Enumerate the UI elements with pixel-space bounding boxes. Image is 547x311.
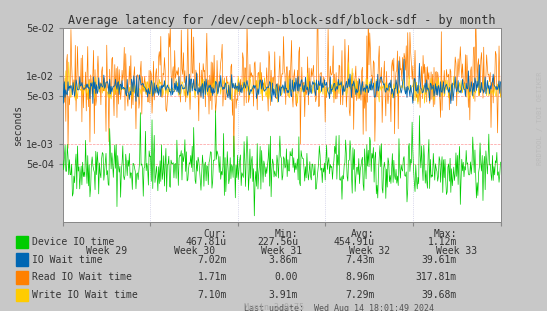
Text: 3.86m: 3.86m: [269, 255, 298, 265]
Bar: [16, 271, 28, 284]
Text: 7.29m: 7.29m: [345, 290, 375, 300]
Y-axis label: seconds: seconds: [13, 104, 23, 146]
Text: Max:: Max:: [433, 229, 457, 239]
Bar: [16, 289, 28, 301]
Text: 317.81m: 317.81m: [416, 272, 457, 282]
Text: 227.56u: 227.56u: [257, 237, 298, 247]
Text: Device IO time: Device IO time: [32, 237, 114, 247]
Text: Min:: Min:: [275, 229, 298, 239]
Text: Munin 2.0.75: Munin 2.0.75: [243, 303, 304, 311]
Text: 7.02m: 7.02m: [197, 255, 227, 265]
Text: 1.71m: 1.71m: [197, 272, 227, 282]
Text: 7.10m: 7.10m: [197, 290, 227, 300]
Text: 8.96m: 8.96m: [345, 272, 375, 282]
Text: 1.12m: 1.12m: [427, 237, 457, 247]
Text: IO Wait time: IO Wait time: [32, 255, 102, 265]
Text: Week 29: Week 29: [86, 246, 127, 256]
Text: 39.68m: 39.68m: [422, 290, 457, 300]
Text: 454.91u: 454.91u: [334, 237, 375, 247]
Text: Cur:: Cur:: [203, 229, 227, 239]
Text: Week 31: Week 31: [261, 246, 302, 256]
Text: Avg:: Avg:: [351, 229, 375, 239]
Title: Average latency for /dev/ceph-block-sdf/block-sdf - by month: Average latency for /dev/ceph-block-sdf/…: [68, 14, 496, 27]
Bar: [16, 253, 28, 266]
Bar: [16, 236, 28, 248]
Text: 0.00: 0.00: [275, 272, 298, 282]
Text: Last update:  Wed Aug 14 18:01:49 2024: Last update: Wed Aug 14 18:01:49 2024: [244, 304, 434, 311]
Text: Week 30: Week 30: [173, 246, 215, 256]
Text: Week 32: Week 32: [348, 246, 390, 256]
Text: 39.61m: 39.61m: [422, 255, 457, 265]
Text: Write IO Wait time: Write IO Wait time: [32, 290, 137, 300]
Text: RRDTOOL / TOBI OETIKER: RRDTOOL / TOBI OETIKER: [537, 72, 543, 165]
Text: Week 33: Week 33: [436, 246, 478, 256]
Text: Read IO Wait time: Read IO Wait time: [32, 272, 132, 282]
Text: 3.91m: 3.91m: [269, 290, 298, 300]
Text: 467.81u: 467.81u: [186, 237, 227, 247]
Text: 7.43m: 7.43m: [345, 255, 375, 265]
